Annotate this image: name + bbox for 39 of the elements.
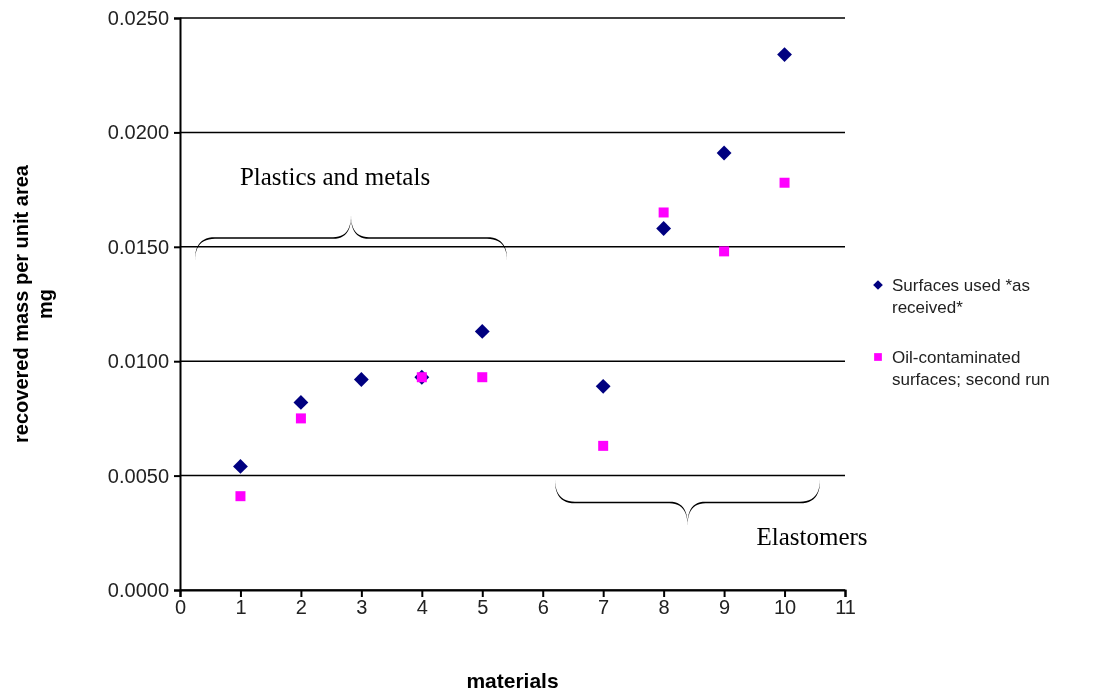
y-tick-label: 0.0000 bbox=[107, 578, 169, 601]
x-tick-label: 2 bbox=[295, 596, 307, 618]
annotation: Elastomers bbox=[756, 523, 868, 550]
point bbox=[474, 324, 490, 339]
point bbox=[658, 207, 669, 218]
legend-label: Oil-contaminated surfaces; second run bbox=[892, 348, 1050, 389]
x-axis-title: materials bbox=[466, 669, 559, 692]
point bbox=[353, 372, 369, 387]
x-tick-label: 0 bbox=[174, 596, 187, 618]
y-tick-label: 0.0250 bbox=[107, 6, 169, 29]
x-tick-label: 10 bbox=[773, 596, 797, 618]
point bbox=[716, 145, 732, 161]
x-tick-label: 6 bbox=[537, 596, 549, 618]
text: Surfaces used *as received* bbox=[892, 276, 1030, 317]
x-tick-label: 1 bbox=[235, 596, 247, 618]
x-tick-label: 9 bbox=[719, 596, 731, 618]
x-tick-label: 11 bbox=[835, 596, 856, 618]
point bbox=[477, 372, 488, 383]
y-tick-label: 0.0050 bbox=[107, 464, 169, 487]
point bbox=[293, 394, 309, 410]
point bbox=[595, 378, 611, 394]
point bbox=[719, 246, 730, 257]
point bbox=[235, 491, 246, 502]
point bbox=[233, 459, 248, 474]
x-tick-label: 8 bbox=[658, 596, 670, 618]
y-tick-label: 0.0200 bbox=[107, 121, 169, 144]
x-tick-label: 5 bbox=[477, 596, 489, 618]
y-tick-label: 0.0100 bbox=[107, 350, 169, 373]
annotation: Plastics and metals bbox=[239, 163, 431, 190]
x-tick-label: 4 bbox=[416, 596, 428, 618]
x-tick-label: 7 bbox=[598, 596, 610, 618]
y-axis-title: recovered mass per unit area mg bbox=[10, 164, 56, 443]
point bbox=[295, 413, 306, 424]
point bbox=[598, 440, 609, 451]
point bbox=[656, 221, 672, 236]
x-tick-label: 3 bbox=[356, 596, 368, 618]
y-tick-label: 0.0150 bbox=[107, 235, 169, 258]
point bbox=[779, 177, 790, 188]
point bbox=[777, 47, 792, 63]
